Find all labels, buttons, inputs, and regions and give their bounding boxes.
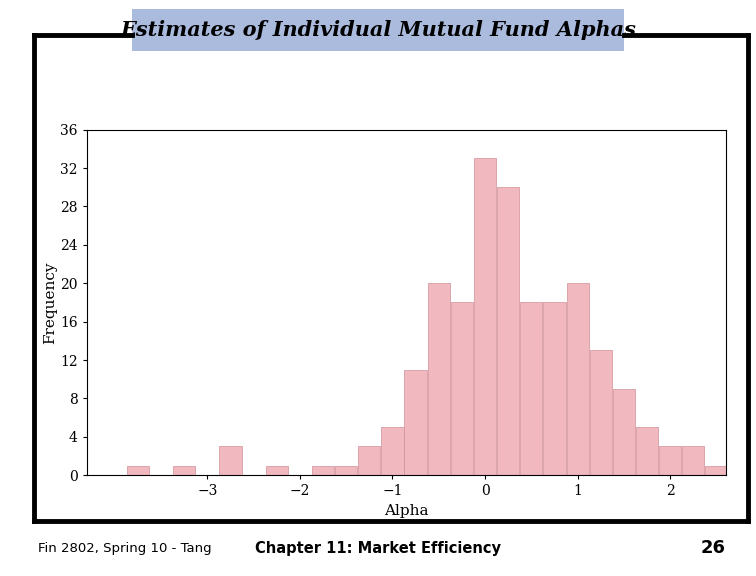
Text: 26: 26	[701, 539, 726, 558]
Bar	[335, 465, 358, 475]
Bar	[404, 370, 426, 475]
Text: Estimates of Individual Mutual Fund Alphas: Estimates of Individual Mutual Fund Alph…	[120, 20, 636, 40]
Bar	[173, 465, 195, 475]
Bar	[265, 465, 288, 475]
FancyBboxPatch shape	[132, 9, 624, 51]
Bar	[705, 465, 727, 475]
Bar	[682, 446, 705, 475]
Text: Fin 2802, Spring 10 - Tang: Fin 2802, Spring 10 - Tang	[38, 542, 212, 555]
Bar	[520, 302, 543, 475]
Bar	[358, 446, 380, 475]
Bar	[474, 158, 496, 475]
Bar	[544, 302, 565, 475]
Bar	[729, 446, 751, 475]
Bar	[659, 446, 681, 475]
Bar	[428, 283, 450, 475]
Bar	[451, 302, 473, 475]
Bar	[636, 427, 658, 475]
Text: Chapter 11: Market Efficiency: Chapter 11: Market Efficiency	[255, 541, 501, 556]
Bar	[381, 427, 404, 475]
Bar	[590, 350, 612, 475]
Bar	[566, 283, 589, 475]
X-axis label: Alpha: Alpha	[384, 504, 429, 518]
Bar	[219, 446, 242, 475]
Bar	[312, 465, 334, 475]
Y-axis label: Frequency: Frequency	[44, 261, 57, 344]
Bar	[497, 187, 519, 475]
Bar	[127, 465, 149, 475]
Bar	[613, 389, 635, 475]
